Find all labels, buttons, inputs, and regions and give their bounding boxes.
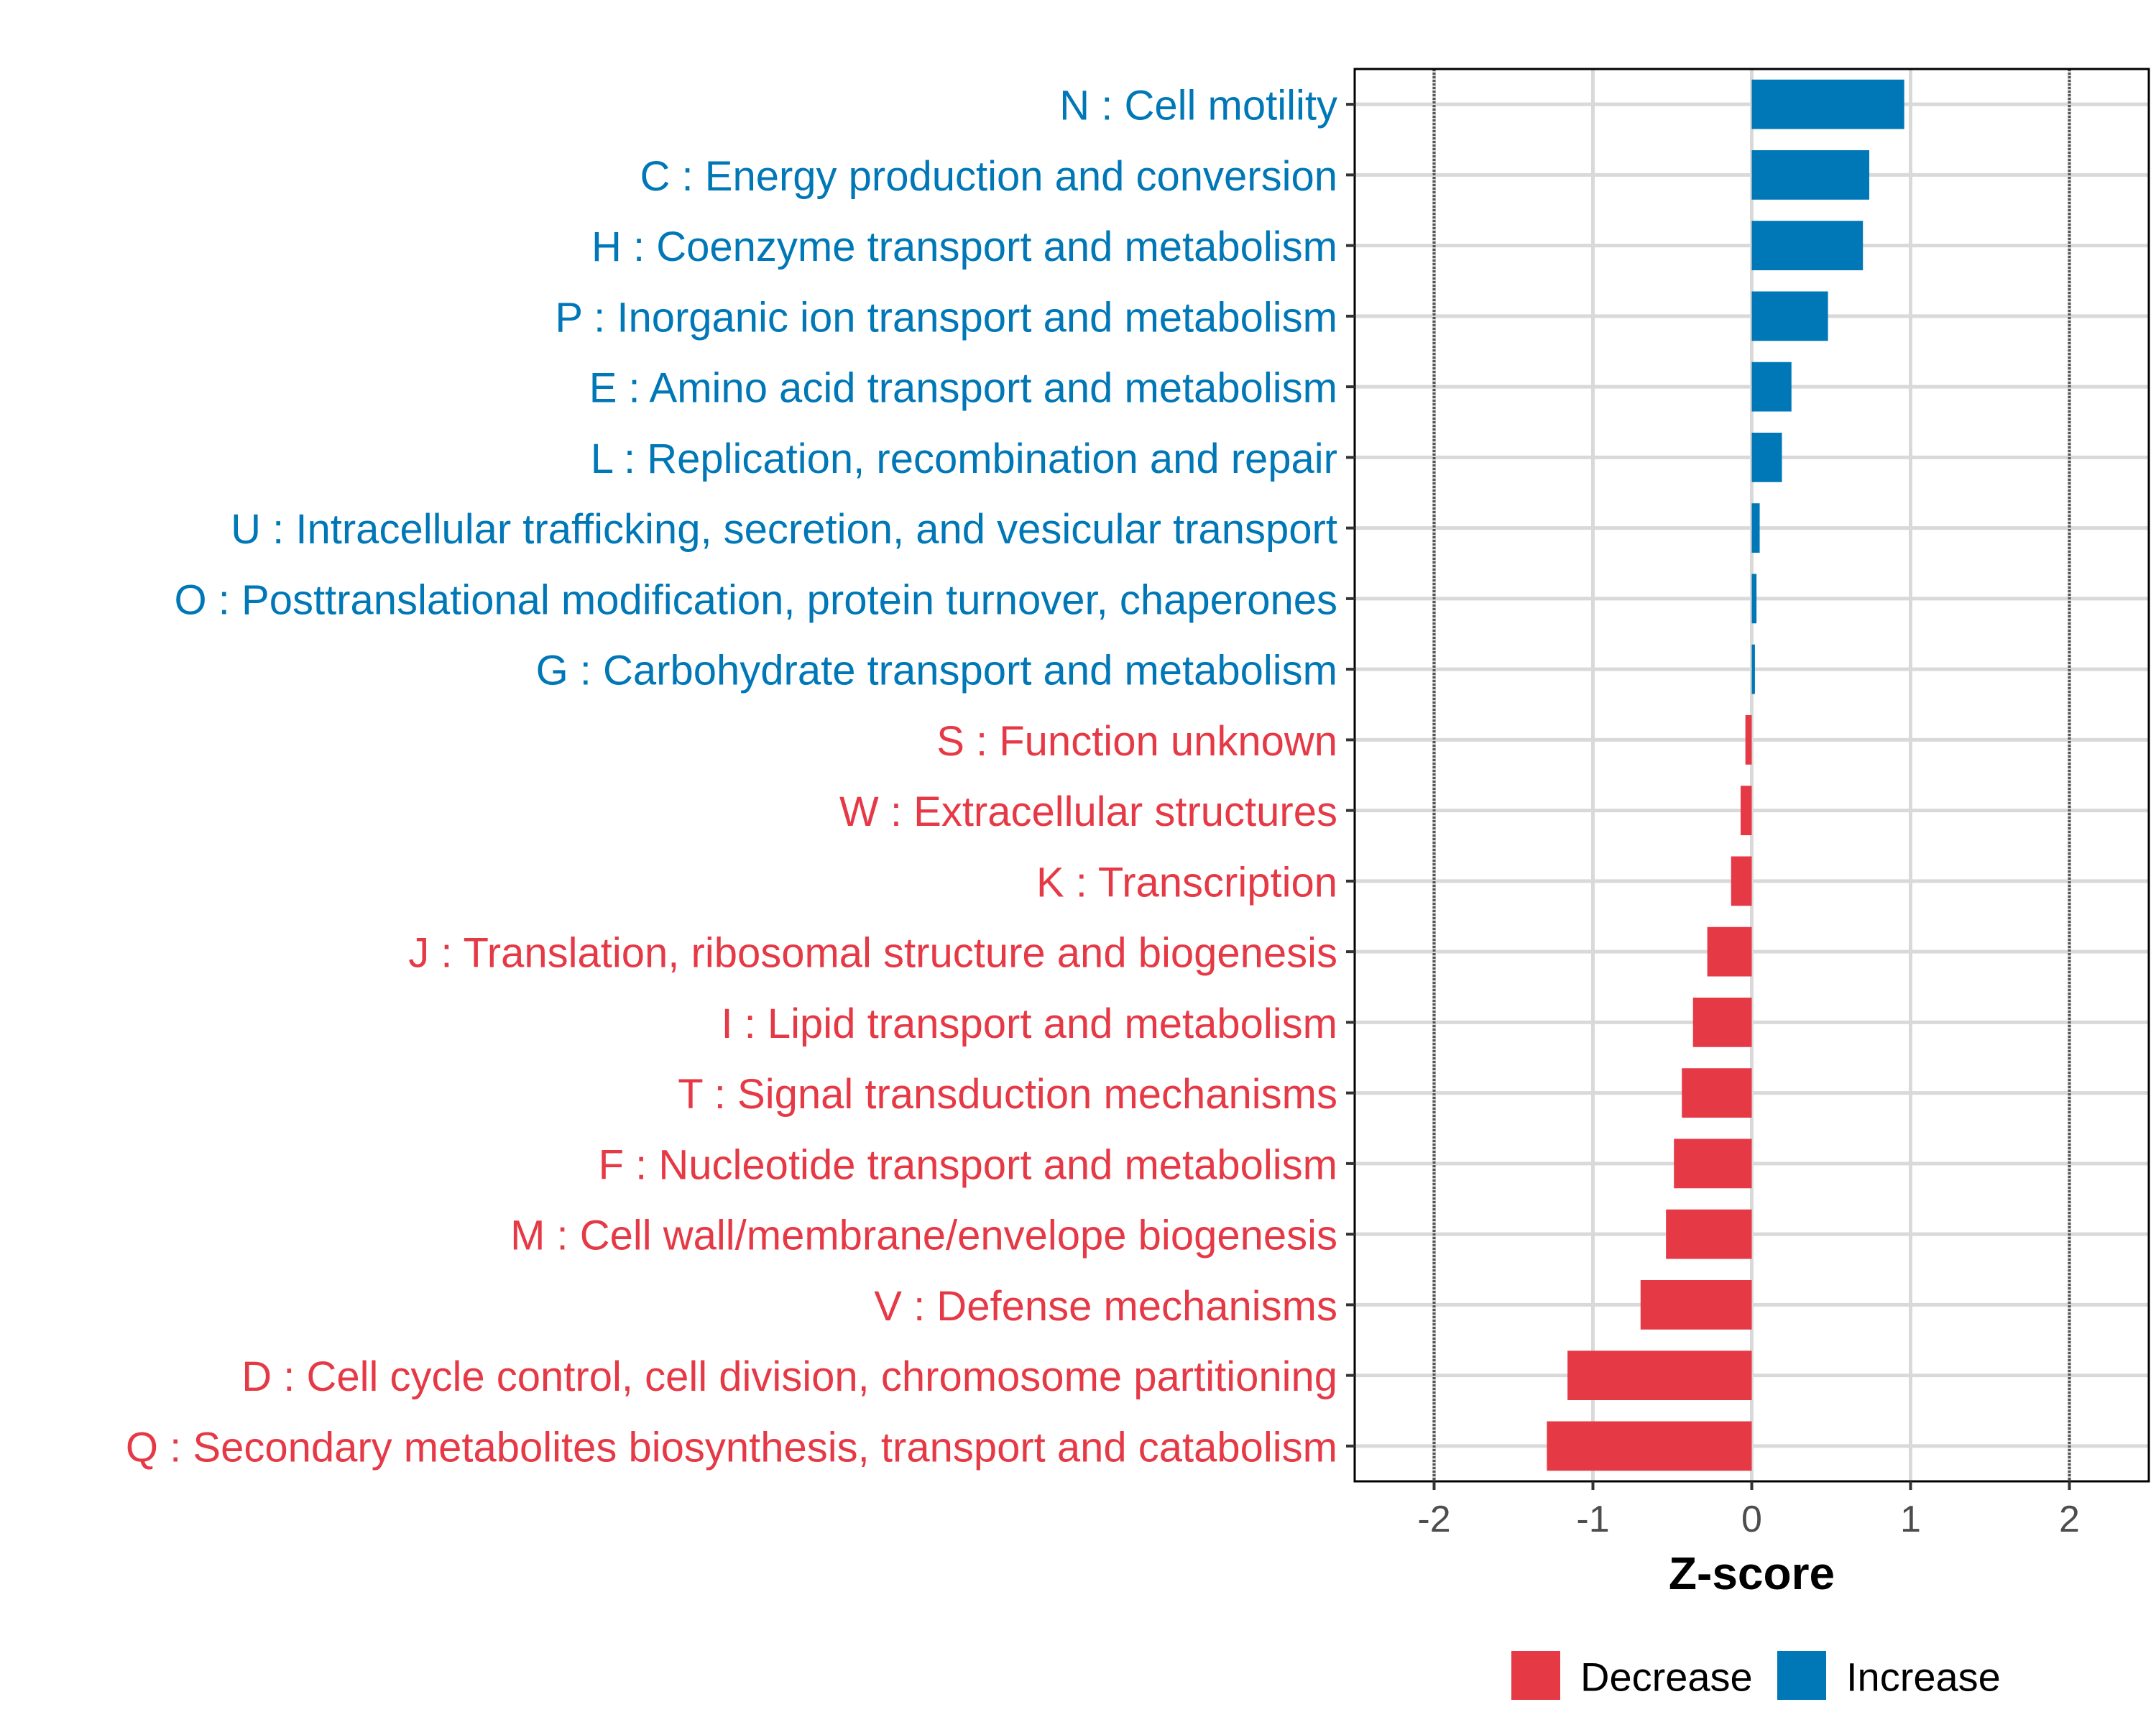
- legend-swatch-increase: [1777, 1651, 1826, 1700]
- y-tick-label: C : Energy production and conversion: [640, 153, 1337, 200]
- bar: [1692, 997, 1752, 1047]
- y-tick-label: F : Nucleotide transport and metabolism: [599, 1141, 1337, 1188]
- bar: [1751, 503, 1760, 553]
- x-axis-title: Z-score: [1669, 1547, 1835, 1599]
- x-tick-label: -2: [1417, 1499, 1450, 1540]
- x-tick-label: 0: [1741, 1499, 1762, 1540]
- y-tick-label: S : Function unknown: [936, 718, 1337, 765]
- y-tick-label: T : Signal transduction mechanisms: [678, 1071, 1337, 1118]
- y-axis-labels: N : Cell motility C : Energy production a…: [126, 83, 1355, 1471]
- legend: Decrease Increase: [1511, 1651, 2001, 1700]
- bar: [1751, 432, 1782, 482]
- y-tick-label: M : Cell wall/membrane/envelope biogenes…: [510, 1213, 1337, 1259]
- y-tick-label: V : Defense mechanisms: [874, 1283, 1337, 1330]
- legend-swatch-decrease: [1511, 1651, 1560, 1700]
- y-tick-label: P : Inorganic ion transport and metaboli…: [555, 294, 1337, 341]
- y-tick-label: N : Cell motility: [1059, 83, 1337, 129]
- legend-label-decrease: Decrease: [1580, 1655, 1753, 1700]
- bar: [1751, 150, 1870, 200]
- y-tick-label: O : Posttranslational modification, prot…: [175, 576, 1337, 623]
- bar: [1666, 1209, 1752, 1259]
- bar: [1751, 221, 1864, 271]
- x-axis-ticks: -2 -1 0 1 2: [1417, 1481, 2080, 1540]
- x-tick-label: 2: [2059, 1499, 2080, 1540]
- x-tick-label: -1: [1576, 1499, 1609, 1540]
- y-tick-label: W : Extracellular structures: [839, 788, 1337, 835]
- bar: [1707, 926, 1752, 977]
- bar: [1751, 291, 1828, 341]
- bar: [1741, 786, 1752, 836]
- y-tick-label: E : Amino acid transport and metabolism: [589, 365, 1337, 412]
- y-tick-label: G : Carbohydrate transport and metabolis…: [536, 648, 1337, 694]
- x-tick-label: 1: [1900, 1499, 1921, 1540]
- bar: [1567, 1351, 1752, 1401]
- bar: [1745, 714, 1752, 765]
- bar: [1640, 1279, 1752, 1330]
- bar: [1751, 79, 1904, 129]
- grid-lines: [1355, 69, 2149, 1481]
- bar: [1751, 362, 1792, 412]
- y-tick-label: Q : Secondary metabolites biosynthesis, …: [126, 1424, 1337, 1471]
- y-tick-label: D : Cell cycle control, cell division, c…: [241, 1353, 1337, 1400]
- bar: [1731, 856, 1752, 906]
- y-tick-label: K : Transcription: [1036, 859, 1337, 906]
- bar: [1674, 1138, 1752, 1189]
- y-tick-label: J : Translation, ribosomal structure and…: [408, 930, 1337, 977]
- y-tick-label: U : Intracellular trafficking, secretion…: [231, 506, 1337, 553]
- bar: [1682, 1068, 1752, 1118]
- bar: [1751, 574, 1757, 624]
- bar: [1751, 644, 1755, 694]
- bar: [1547, 1421, 1752, 1471]
- y-tick-label: I : Lipid transport and metabolism: [721, 1000, 1337, 1047]
- y-tick-label: L : Replication, recombination and repai…: [591, 436, 1337, 482]
- y-tick-label: H : Coenzyme transport and metabolism: [591, 224, 1337, 270]
- legend-label-increase: Increase: [1846, 1655, 2001, 1700]
- bars: [1547, 79, 1904, 1471]
